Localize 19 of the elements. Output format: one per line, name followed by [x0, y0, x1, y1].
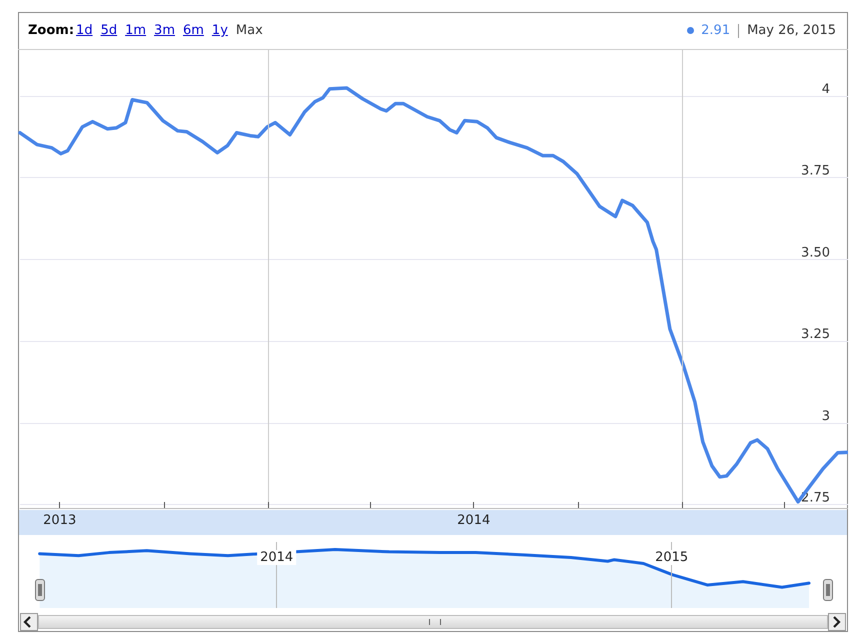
- y-tick-label: 3.25: [801, 327, 830, 342]
- text: Max: [236, 23, 263, 38]
- text: 5d: [100, 23, 118, 38]
- text: 1d: [76, 23, 93, 38]
- y-tick-label: 3.50: [801, 245, 830, 260]
- y-tick-label: 3.75: [801, 164, 830, 179]
- text: 6m: [182, 23, 204, 38]
- y-tick-label: 3: [822, 408, 830, 424]
- y-tick-label: 4: [822, 82, 830, 97]
- x-tick-label: 2014: [457, 513, 490, 528]
- x-tick-label: 2013: [43, 513, 76, 528]
- x-tick-label: 2014: [260, 550, 294, 565]
- text: 2.91: [701, 23, 730, 38]
- text: 1y: [212, 23, 228, 38]
- text: Zoom:: [28, 23, 74, 38]
- text: May 26, 2015: [747, 23, 836, 38]
- text: 1m: [125, 23, 146, 38]
- x-tick-label: 2015: [655, 550, 688, 565]
- text: 3m: [154, 23, 175, 38]
